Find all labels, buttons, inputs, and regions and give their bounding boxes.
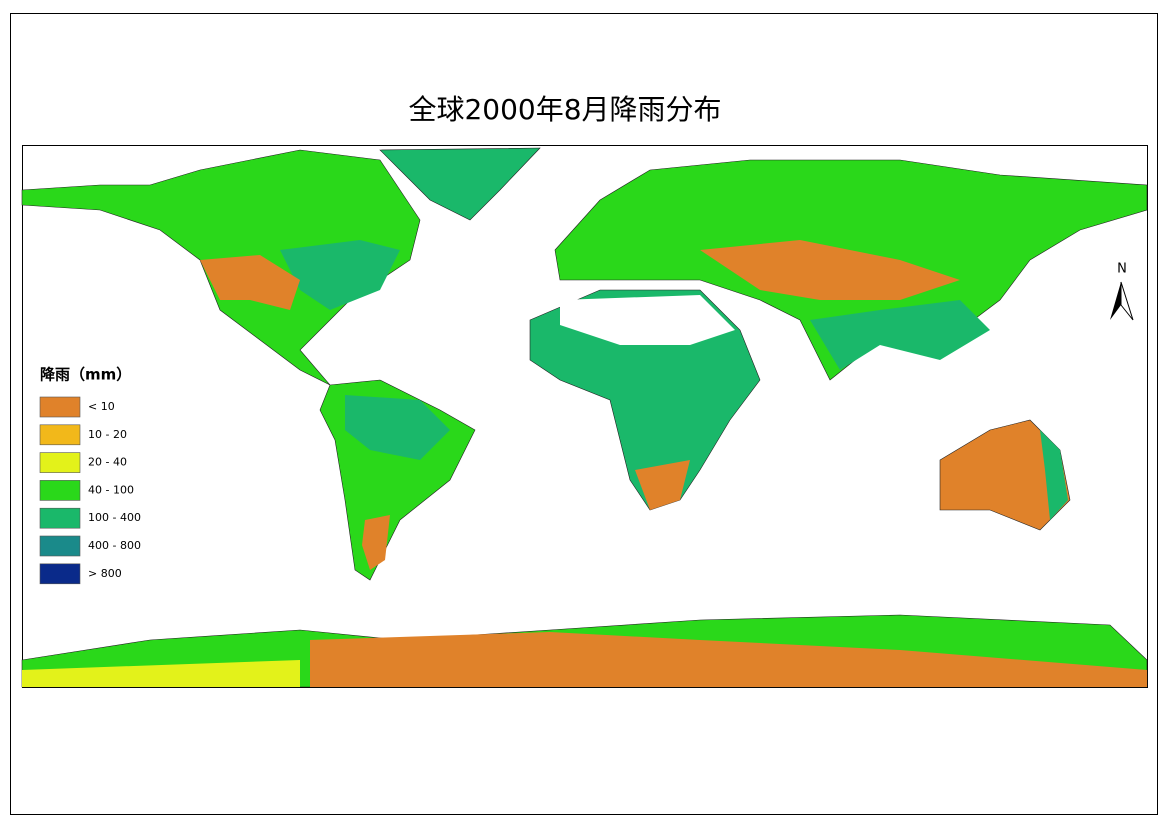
legend-swatch xyxy=(39,480,81,501)
greenland xyxy=(379,147,541,221)
legend-swatch xyxy=(39,507,81,529)
legend-swatch xyxy=(39,535,81,557)
north-arrow: N xyxy=(1110,262,1134,321)
north-label: N xyxy=(1117,262,1127,277)
sahara xyxy=(560,295,735,345)
africa xyxy=(529,289,761,511)
legend-swatch xyxy=(39,563,81,585)
north-arrow-right xyxy=(1120,281,1134,321)
north-america-dry xyxy=(200,255,300,310)
north-arrow-left xyxy=(1110,282,1121,320)
legend-label: 40 - 100 xyxy=(88,483,134,496)
north-america-wet xyxy=(280,240,400,310)
continents xyxy=(21,147,1148,688)
legend-title: 降雨（mm） xyxy=(40,366,131,384)
central-asia-dry xyxy=(700,240,960,300)
legend: 降雨（mm） < 10 10 - 20 20 - 40 40 - 100 100 - 4… xyxy=(39,366,141,585)
australia xyxy=(939,419,1071,531)
legend-swatch xyxy=(39,424,81,446)
legend-label: 400 - 800 xyxy=(88,539,141,552)
legend-label: 100 - 400 xyxy=(88,511,141,524)
legend-label: > 800 xyxy=(88,567,122,580)
amazon xyxy=(345,395,450,460)
patagonia xyxy=(362,515,390,570)
australia-wet xyxy=(1040,430,1068,520)
legend-label: 20 - 40 xyxy=(88,456,127,469)
legend-label: 10 - 20 xyxy=(88,428,127,441)
legend-swatch xyxy=(39,452,81,473)
antarctica-edge xyxy=(22,660,300,687)
southern-africa-dry xyxy=(635,460,690,510)
south-asia-wet xyxy=(810,300,990,370)
legend-label: < 10 xyxy=(88,400,115,413)
antarctica-dry xyxy=(310,632,1147,687)
legend-swatch xyxy=(39,396,81,418)
map-title: 全球2000年8月降雨分布 xyxy=(408,93,721,126)
